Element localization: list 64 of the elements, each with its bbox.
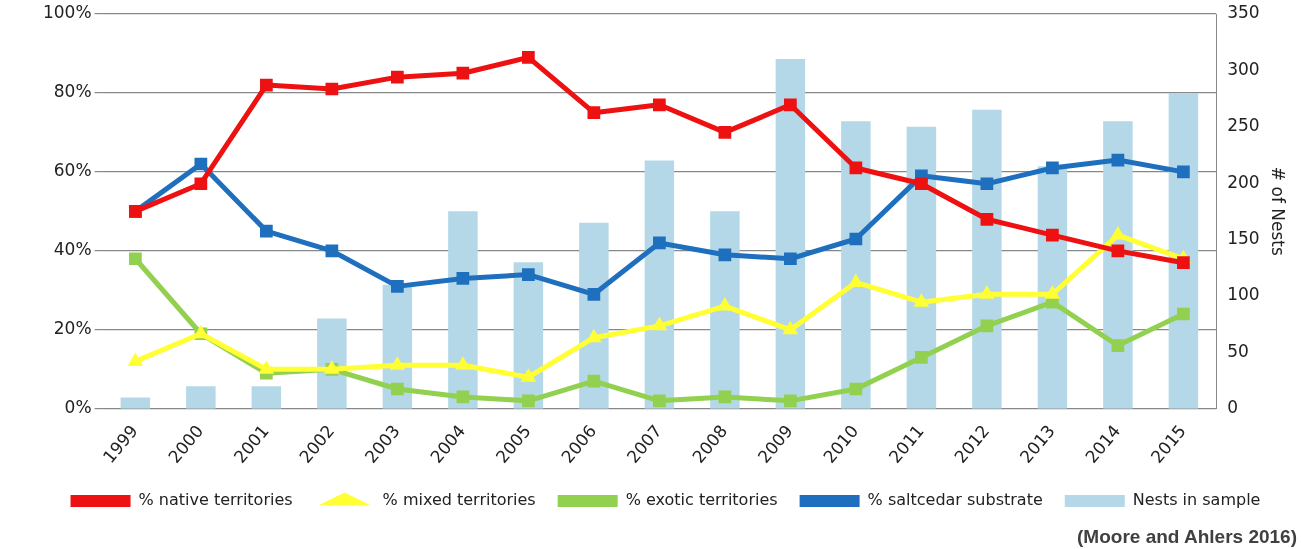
point: [522, 51, 535, 64]
legend-label: % saltcedar substrate: [867, 490, 1043, 510]
point: [653, 98, 666, 112]
y2-tick-label: 150: [1227, 227, 1260, 248]
legend-label: % mixed territories: [382, 490, 536, 510]
y2-tick-label: 300: [1227, 58, 1260, 79]
point: [718, 248, 732, 262]
bar: [644, 160, 675, 409]
point: [784, 394, 797, 408]
point: [1046, 228, 1059, 242]
point: [522, 394, 535, 408]
point: [325, 244, 339, 258]
bar: [1168, 92, 1199, 409]
point: [391, 382, 404, 396]
y2-tick-label: 100: [1227, 284, 1260, 305]
point: [260, 78, 273, 92]
y2-tick-label: 350: [1227, 2, 1260, 23]
point: [391, 280, 404, 293]
point: [915, 351, 928, 364]
point: [718, 126, 732, 139]
y2-tick-label: 250: [1227, 115, 1260, 136]
bar: [120, 397, 151, 409]
point: [456, 272, 470, 285]
y-tick-label: 20%: [53, 318, 92, 339]
point: [260, 224, 273, 238]
y-tick-label: 0%: [64, 397, 92, 418]
point: [1046, 161, 1059, 175]
point: [1177, 307, 1190, 321]
legend-label: Nests in sample: [1132, 490, 1261, 510]
point: [587, 287, 601, 301]
bar: [841, 121, 871, 409]
point: [915, 177, 928, 191]
point: [1177, 256, 1190, 270]
y2-axis-title: # of Nests: [1268, 166, 1289, 257]
point: [1177, 165, 1190, 179]
point: [1111, 244, 1125, 258]
point: [784, 98, 797, 112]
y2-tick-label: 50: [1227, 340, 1249, 361]
y-tick-label: 80%: [53, 81, 92, 102]
point: [653, 236, 666, 250]
y-tick-label: 100%: [42, 2, 92, 23]
point: [194, 157, 208, 171]
point: [980, 319, 994, 333]
point: [128, 252, 142, 266]
point: [522, 268, 535, 281]
text: (Moore and Ahlers 2016): [1077, 525, 1297, 547]
legend-label: % exotic territories: [625, 490, 778, 510]
point: [653, 394, 666, 408]
point: [1111, 339, 1125, 352]
y-tick-label: 40%: [53, 239, 92, 260]
point: [980, 177, 994, 191]
bar: [186, 386, 216, 409]
bar: [251, 386, 282, 409]
legend-label: % native territories: [138, 490, 293, 510]
point: [784, 252, 797, 266]
point: [587, 106, 601, 120]
point: [391, 70, 404, 84]
point: [325, 82, 339, 96]
point: [980, 212, 994, 226]
point: [456, 66, 470, 80]
y2-tick-label: 200: [1227, 171, 1260, 192]
point: [194, 177, 208, 191]
y-tick-label: 60%: [53, 160, 92, 181]
y2-tick-label: 0: [1227, 397, 1238, 418]
